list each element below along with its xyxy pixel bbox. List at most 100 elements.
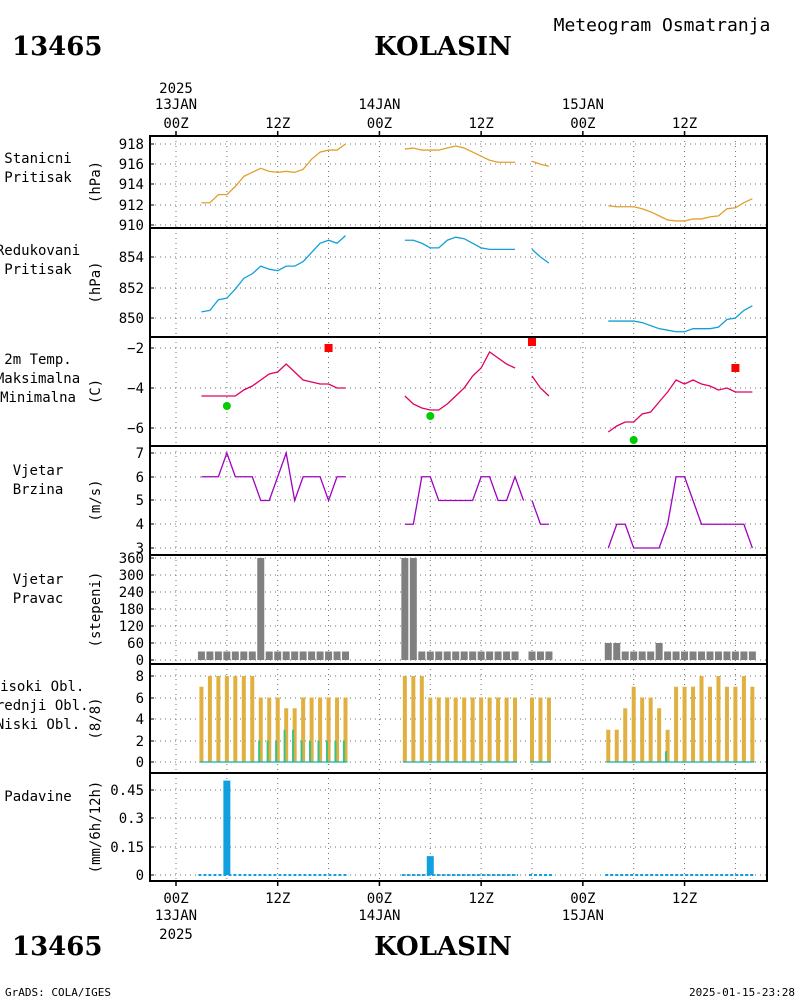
panel-temperature: −2 −4 −6 (C) 2m Temp. Maksimalna Minimalna <box>0 336 768 447</box>
panel-label: Visoki Obl. <box>0 679 84 695</box>
low-cloud-bar <box>267 697 272 762</box>
tmax-marker <box>731 364 740 372</box>
mid-cloud-bar <box>292 729 295 762</box>
mid-cloud-bar <box>317 740 320 762</box>
low-cloud-bar <box>462 697 467 762</box>
y-tick-label: 300 <box>119 568 144 584</box>
low-cloud-bar <box>402 676 407 762</box>
panel-precipitation: 0.45 0.3 0.15 0 (mm/6h/12h) Padavine <box>4 772 768 884</box>
low-cloud-bar <box>284 708 289 762</box>
tmin-marker <box>426 412 435 420</box>
y-tick-label: 0.45 <box>110 783 144 799</box>
bottom-day-label: 13JAN <box>155 908 197 924</box>
low-cloud-bar <box>699 676 704 762</box>
direction-bar <box>647 651 655 660</box>
series-line <box>531 160 550 167</box>
panel-label: Maksimalna <box>0 371 80 387</box>
y-tick-label: 914 <box>119 177 144 193</box>
low-cloud-bar <box>216 676 221 762</box>
low-cloud-bar <box>724 686 729 762</box>
low-cloud-bar <box>538 697 543 762</box>
low-cloud-bar <box>436 697 441 762</box>
y-tick-label: 0 <box>136 755 144 771</box>
low-cloud-bar <box>741 676 746 762</box>
low-cloud-bar <box>648 697 653 762</box>
low-cloud-bar <box>631 686 636 762</box>
top-day-label: 14JAN <box>358 97 400 113</box>
y-tick-label: 8 <box>136 669 144 685</box>
panel-label: Redukovani <box>0 243 80 259</box>
y-unit-label: (hPa) <box>88 261 104 303</box>
y-tick-label: 60 <box>127 636 144 652</box>
series-line <box>404 351 516 411</box>
low-cloud-bar <box>691 686 696 762</box>
top-hour-label: 12Z <box>672 116 697 132</box>
low-cloud-bar <box>470 697 475 762</box>
series-line <box>404 145 516 163</box>
panel-label: Pritisak <box>4 170 72 186</box>
low-cloud-bar <box>411 676 416 762</box>
direction-bar <box>748 651 756 660</box>
low-cloud-bar <box>682 686 687 762</box>
direction-bar <box>265 651 273 660</box>
bottom-year-label: 2025 <box>159 927 193 943</box>
panel-frame <box>149 772 768 882</box>
direction-bar <box>672 651 680 660</box>
panel-label: Minimalna <box>0 390 76 406</box>
mid-cloud-bar <box>334 740 337 762</box>
panel-reduced-pressure: 854 852 850 (hPa) Redukovani Pritisak <box>0 227 768 338</box>
y-tick-label: −2 <box>127 341 144 357</box>
y-tick-label: 912 <box>119 198 144 214</box>
y-tick-label: 0.15 <box>110 840 144 856</box>
low-cloud-bar <box>606 729 611 762</box>
bottom-hour-label: 12Z <box>672 891 697 907</box>
panel-wind-speed: 7 6 5 4 3 (m/s) Vjetar Brzina <box>13 445 768 557</box>
station-name-top: KOLASIN <box>374 32 512 62</box>
mid-cloud-bar <box>300 740 303 762</box>
series-line <box>608 198 753 222</box>
top-day-label: 15JAN <box>562 97 604 113</box>
y-tick-label: 916 <box>119 157 144 173</box>
low-cloud-bar <box>750 686 755 762</box>
low-cloud-bar <box>487 697 492 762</box>
bottom-hour-label: 00Z <box>367 891 392 907</box>
direction-bar <box>528 651 536 660</box>
series-line <box>404 474 525 525</box>
low-cloud-bar <box>733 686 738 762</box>
y-unit-label: (stepeni) <box>88 572 104 648</box>
low-cloud-bar <box>445 697 450 762</box>
station-id-bottom: 13465 <box>12 932 102 962</box>
direction-bar <box>731 651 739 660</box>
low-cloud-bar <box>326 697 331 762</box>
precip-bar <box>223 780 231 875</box>
low-cloud-bar <box>529 697 534 762</box>
panel-label: 2m Temp. <box>4 352 71 368</box>
low-cloud-bar <box>224 676 229 762</box>
direction-bar <box>664 651 672 660</box>
direction-bar <box>604 643 612 660</box>
low-cloud-bar <box>292 708 297 762</box>
panel-label: Vjetar <box>13 463 64 479</box>
direction-bar <box>443 651 451 660</box>
top-hour-label: 00Z <box>570 116 595 132</box>
series-line <box>201 143 346 204</box>
panel-station-pressure: 918 916 914 912 910 (hPa) Stanicni Pritisak <box>4 135 768 234</box>
panel-label: Pritisak <box>4 262 72 278</box>
direction-bar <box>418 651 426 660</box>
low-cloud-bar <box>665 729 670 762</box>
direction-bar <box>197 651 205 660</box>
y-tick-label: 5 <box>136 493 144 509</box>
low-cloud-bar <box>343 697 348 762</box>
mid-cloud-bar <box>258 740 261 762</box>
bottom-hour-label: 00Z <box>163 891 188 907</box>
top-day-label: 13JAN <box>155 97 197 113</box>
y-tick-label: 910 <box>119 218 144 234</box>
station-id-top: 13465 <box>12 32 102 62</box>
product-title: Meteogram Osmatranja <box>554 15 771 36</box>
direction-bar <box>689 651 697 660</box>
series-line <box>531 375 550 397</box>
bottom-day-label: 14JAN <box>358 908 400 924</box>
direction-bar <box>223 651 231 660</box>
direction-bar <box>409 558 417 660</box>
direction-bar <box>291 651 299 660</box>
